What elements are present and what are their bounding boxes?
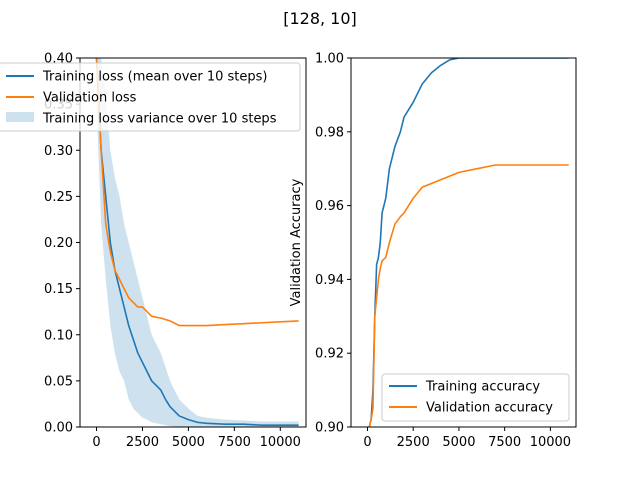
x-tick-label: 2500	[397, 435, 430, 450]
x-tick: 10000	[530, 427, 571, 450]
x-tick-label: 5000	[442, 435, 475, 450]
legend-marker-loss-variance	[6, 112, 34, 122]
x-tick-label: 7500	[488, 435, 521, 450]
x-tick-label: 10000	[260, 435, 301, 450]
y-axis-label: Validation Accuracy	[289, 178, 304, 306]
y-tick: 0.00	[44, 421, 80, 436]
plot-area	[368, 58, 569, 427]
x-tick: 2500	[126, 427, 159, 450]
x-tick-label: 2500	[126, 435, 159, 450]
y-tick: 0.05	[44, 374, 80, 389]
y-tick: 0.96	[315, 199, 351, 214]
x-tick-label: 0	[92, 435, 100, 450]
y-tick-label: 0.92	[315, 347, 344, 362]
y-tick: 0.15	[44, 282, 80, 297]
y-tick: 1.00	[315, 52, 351, 67]
y-tick-label: 0.20	[44, 236, 73, 251]
y-tick-label: 0.05	[44, 374, 73, 389]
axes-frame	[350, 57, 577, 428]
x-tick-label: 5000	[172, 435, 205, 450]
y-tick-label: 0.94	[315, 273, 344, 288]
x-tick: 5000	[442, 427, 475, 450]
y-tick-label: 0.15	[44, 282, 73, 297]
series-line-validation	[95, 58, 299, 327]
y-tick-label: 0.00	[44, 421, 73, 436]
accuracy-panel: 0 2500 5000 7500 10000 0.90 0.92 0.94 0.96 0.98 1.…	[289, 52, 577, 450]
x-tick: 10000	[260, 427, 301, 450]
accuracy-legend: Training accuracy Validation accuracy	[381, 373, 570, 422]
legend-label-training-accuracy: Training accuracy	[425, 380, 540, 395]
loss-legend: Training loss (mean over 10 steps) Valid…	[0, 62, 301, 132]
y-tick-label: 0.98	[315, 125, 344, 140]
loss-panel: 0 2500 5000 7500 10000 0.00 0.05 0.10 0.15 0.20 0.…	[44, 52, 307, 450]
x-tick-label: 7500	[218, 435, 251, 450]
legend-label-loss-variance: Training loss variance over 10 steps	[42, 112, 277, 127]
x-tick-label: 0	[363, 435, 371, 450]
x-tick: 7500	[218, 427, 251, 450]
legend-label-training-loss: Training loss (mean over 10 steps)	[42, 70, 268, 85]
accuracy-legend-box	[381, 373, 570, 422]
legend-label-validation-loss: Validation loss	[43, 91, 137, 106]
y-tick: 0.90	[315, 421, 351, 436]
x-tick: 5000	[172, 427, 205, 450]
y-tick-label: 0.30	[44, 144, 73, 159]
y-tick-label: 1.00	[315, 52, 344, 67]
figure-title: [128, 10]	[283, 9, 357, 28]
x-tick-label: 10000	[530, 435, 571, 450]
loss-variance-band	[96, 58, 299, 427]
y-tick-label: 0.90	[315, 421, 344, 436]
x-tick: 2500	[397, 427, 430, 450]
x-tick: 0	[363, 427, 372, 450]
series-line-validation	[368, 164, 569, 427]
series-line-training	[368, 58, 569, 427]
y-tick: 0.98	[315, 125, 351, 140]
y-tick-label: 0.96	[315, 199, 344, 214]
y-tick: 0.25	[44, 190, 80, 205]
y-tick-label: 0.10	[44, 328, 73, 343]
x-tick: 7500	[488, 427, 521, 450]
y-tick: 0.94	[315, 273, 351, 288]
legend-label-validation-accuracy: Validation accuracy	[426, 401, 553, 416]
y-tick: 0.10	[44, 328, 80, 343]
y-tick: 0.20	[44, 236, 80, 251]
loss-legend-box	[0, 62, 301, 132]
y-tick: 0.30	[44, 144, 80, 159]
x-tick: 0	[92, 427, 101, 450]
y-tick: 0.92	[315, 347, 351, 362]
plot-area	[95, 58, 299, 427]
y-tick-label: 0.25	[44, 190, 73, 205]
